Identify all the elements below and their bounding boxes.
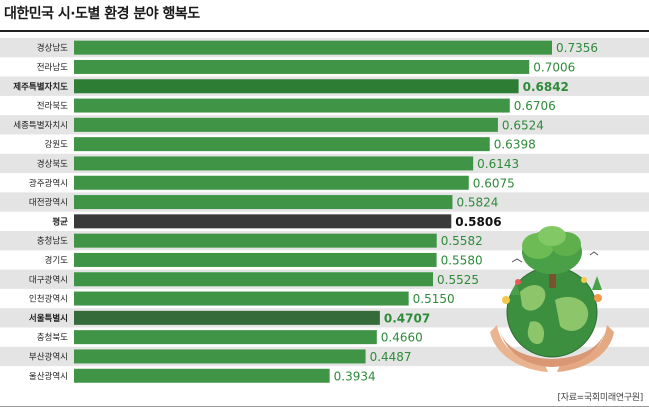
value-label: 0.7356: [556, 41, 598, 55]
category-label: 광주광역시: [29, 178, 68, 189]
bar: [74, 233, 437, 248]
bar: [74, 272, 434, 287]
value-label: 0.6398: [494, 138, 536, 152]
bar: [74, 40, 552, 55]
category-label: 전라북도: [37, 101, 68, 112]
value-label: 0.4487: [370, 350, 412, 364]
bar: [74, 59, 530, 74]
value-label: 0.7006: [533, 60, 575, 74]
category-labels: 경상남도전라남도제주특별자치도전라북도세종특별자치시강원도경상북도광주광역시대전…: [13, 43, 68, 382]
value-label: 0.5824: [456, 196, 498, 210]
bar: [74, 79, 519, 94]
bar: [74, 291, 409, 306]
bar: [74, 175, 469, 190]
category-label: 제주특별자치도: [13, 81, 68, 92]
bar: [74, 368, 330, 383]
tree-trunk: [549, 262, 556, 288]
bar: [74, 195, 453, 210]
category-label: 인천광역시: [29, 294, 68, 305]
value-label: 0.3934: [334, 369, 376, 383]
value-label: 0.6524: [502, 118, 544, 132]
bars: [74, 40, 552, 383]
bar: [74, 310, 380, 325]
globe-with-tree-in-hands-illustration: [490, 226, 614, 372]
bar: [74, 117, 498, 132]
value-label: 0.6706: [514, 99, 556, 113]
category-label: 대구광역시: [29, 274, 68, 285]
category-label: 울산광역시: [29, 371, 68, 382]
value-label: 0.5150: [413, 292, 455, 306]
value-labels: 0.7356 0.7006 0.6842 0.6706 0.6524 0.6398 0.61…: [334, 41, 598, 383]
bar: [74, 349, 366, 364]
bar: [74, 252, 437, 267]
source-note: [자료=국회미래연구원]: [557, 393, 644, 403]
category-label: 충청북도: [37, 333, 68, 343]
value-label: 0.4660: [381, 331, 423, 345]
value-label: 0.6842: [523, 80, 569, 94]
category-label: 경상남도: [37, 43, 68, 54]
value-label: 0.5580: [441, 253, 483, 267]
value-label: 0.6143: [477, 157, 519, 171]
value-label: 0.5582: [441, 234, 483, 248]
value-label: 0.5806: [455, 215, 501, 229]
title-divider: [0, 30, 649, 32]
bar: [74, 330, 377, 345]
category-label: 경기도: [45, 255, 69, 266]
category-label: 강원도: [45, 139, 69, 150]
bar: [74, 214, 452, 229]
category-label: 대전광역시: [29, 197, 68, 208]
category-label: 전라남도: [37, 62, 68, 73]
bar: [74, 137, 490, 152]
category-label: 서울특별시: [29, 313, 68, 324]
category-label: 충청남도: [37, 237, 68, 247]
category-label: 경상북도: [37, 158, 68, 169]
value-label: 0.4707: [384, 311, 430, 325]
category-label: 평균: [52, 216, 68, 227]
left-hand: [490, 325, 548, 372]
category-label: 부산광역시: [29, 351, 68, 362]
category-label: 세종특별자치시: [13, 120, 68, 131]
bar: [74, 156, 474, 171]
bar: [74, 98, 510, 113]
right-hand: [557, 325, 614, 372]
value-label: 0.6075: [473, 176, 515, 190]
chart-title: 대한민국 시·도별 환경 분야 행복도: [4, 6, 200, 22]
value-label: 0.5525: [437, 273, 479, 287]
